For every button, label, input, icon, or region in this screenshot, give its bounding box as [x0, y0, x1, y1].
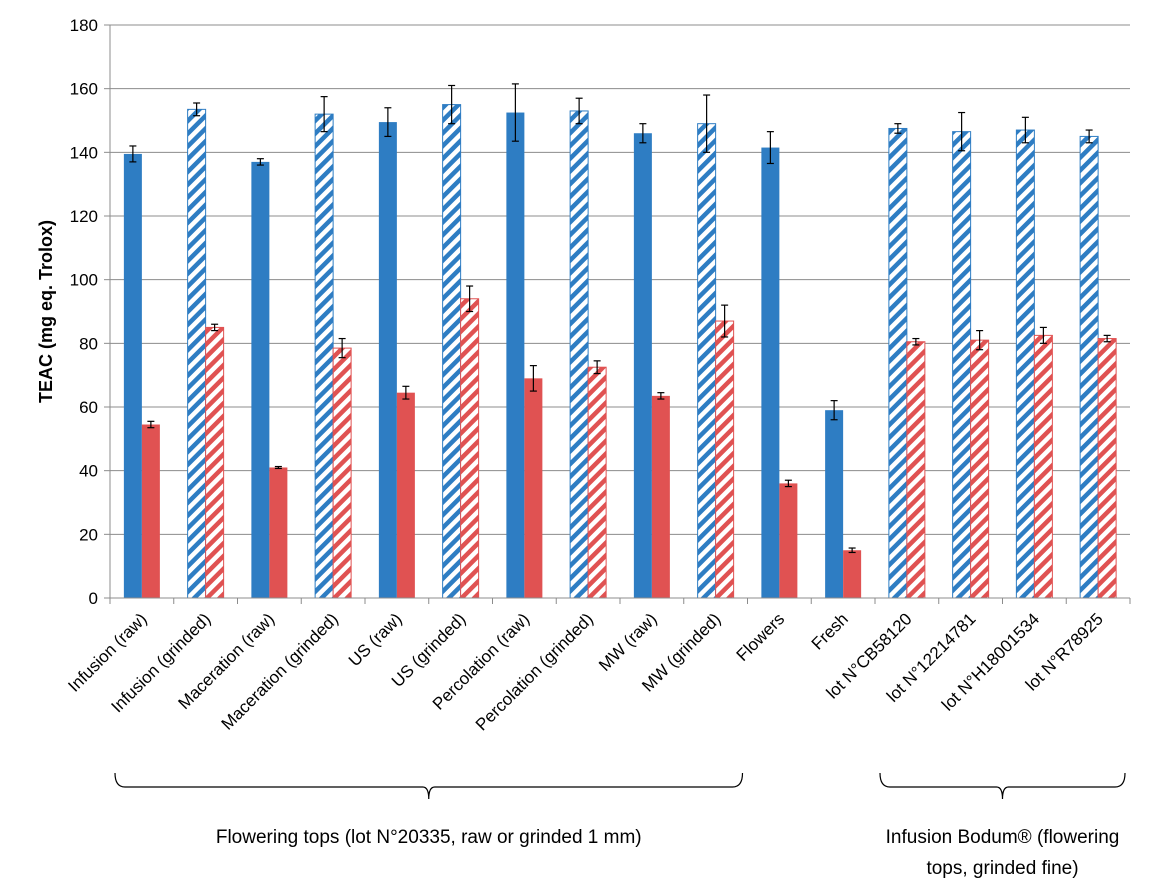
bar-red: [843, 550, 862, 598]
bar-red: [779, 483, 798, 598]
bar-blue: [952, 131, 972, 599]
y-tick-label: 60: [79, 398, 98, 417]
bar-blue: [187, 108, 207, 599]
x-tick-label: Percolation (grinded): [472, 609, 597, 734]
bar-blue: [378, 122, 397, 598]
bar-red: [970, 339, 990, 599]
y-axis-title: TEAC (mg eq. Trolox): [36, 220, 56, 403]
bar-blue: [697, 123, 717, 599]
bar-blue: [123, 153, 142, 599]
x-tick-label: Maceration (grinded): [218, 609, 342, 733]
bar-blue: [314, 113, 334, 599]
bar-red: [205, 326, 225, 599]
bar-red: [906, 341, 926, 599]
bar-red: [269, 467, 288, 598]
group-label-line: Infusion Bodum® (flowering: [886, 827, 1120, 848]
bar-red: [1097, 338, 1117, 599]
bar-red: [141, 424, 160, 598]
bar-blue: [1079, 135, 1099, 599]
x-tick-label: US (raw): [345, 609, 406, 670]
bars: [123, 83, 1117, 599]
bar-blue: [633, 133, 652, 598]
bar-blue: [442, 104, 462, 599]
bar-red: [396, 392, 415, 598]
y-tick-label: 40: [79, 462, 98, 481]
bar-red: [1033, 334, 1053, 599]
y-tick-label: 80: [79, 334, 98, 353]
bar-red: [651, 395, 670, 598]
y-tick-label: 0: [89, 589, 98, 608]
bar-blue: [825, 410, 844, 598]
x-tick-label: Fresh: [808, 609, 852, 653]
x-tick-label: Flowers: [733, 609, 789, 665]
bar-red: [332, 347, 352, 599]
y-tick-label: 140: [70, 143, 98, 162]
bar-red: [715, 320, 735, 599]
bar-blue: [569, 110, 589, 599]
bar-blue: [251, 161, 270, 598]
y-tick-label: 180: [70, 16, 98, 35]
y-tick-label: 100: [70, 271, 98, 290]
bar-blue: [761, 147, 780, 598]
bar-red: [460, 298, 480, 599]
bar-red: [524, 378, 543, 598]
bar-red: [587, 366, 607, 599]
bar-blue: [1015, 129, 1035, 599]
axes: [104, 24, 1131, 604]
bar-blue: [506, 112, 525, 599]
group-label: Flowering tops (lot N°20335, raw or grin…: [216, 827, 642, 848]
group-brace: [879, 772, 1126, 800]
x-tick-label: MW (raw): [595, 609, 661, 675]
group-label-line: tops, grinded fine): [926, 858, 1078, 879]
y-tick-label: 120: [70, 207, 98, 226]
group-brace: [114, 772, 744, 800]
y-tick-label: 160: [70, 80, 98, 99]
y-tick-label: 20: [79, 525, 98, 544]
bar-blue: [888, 127, 908, 599]
